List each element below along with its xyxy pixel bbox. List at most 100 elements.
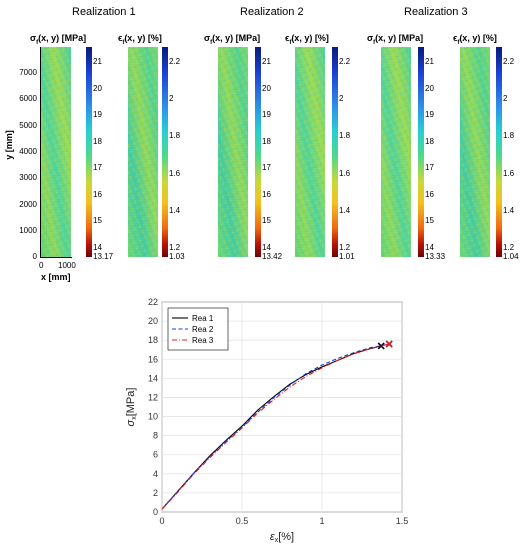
tick-layer: 0 0.5 1 1.5 0 2 4 6 8 10 12 14 16 18 20 22 [148,297,408,526]
r2-stress-colorbar-tick: 16 [262,189,271,199]
r2-stress-colorbar-tick: 14 [262,243,271,252]
r2-strain-colorbar-tick: 2 [339,94,344,104]
r2-stress-colorbar-tick: 19 [262,110,271,120]
r1-stress-colorbar-tick: 15 [93,216,102,226]
r3-strain-symbol: ϵ [453,33,458,43]
field-y-tick: 7000 [19,68,37,77]
r2-stress-colorbar-tick: 17 [262,163,271,173]
field-y-tick: 5000 [19,120,37,130]
r3-stress-field [381,47,411,257]
r1-strain-sub: f [122,39,125,46]
r2-stress-symbol: σ [204,33,211,43]
r3-stress-colorbar-tick: 16 [425,189,434,199]
r1-stress-colorbar-tick: 20 [93,83,102,93]
legend-label-1: Rea 1 [192,314,214,323]
r2-stress-rest: (x, y) [MPa] [212,33,261,43]
field-y-axis-label: y [mm] [3,130,14,160]
r1-strain-colorbar-tick: 1.2 [169,243,181,252]
field-y-tick: 3000 [19,173,37,183]
r1-stress-sub: f [36,39,39,46]
field-x-axis-line [40,257,72,258]
r2-strain-colorbar-tick: 1.2 [339,243,351,252]
r3-strain-colorbar-tick: 1.8 [503,131,515,141]
r3-strain-colorbar-tick: 1.2 [503,243,515,252]
field-x-tick-1: 1000 [58,261,76,270]
r3-stress-colorbar-tick: 21 [425,57,434,66]
r2-stress-field [218,47,248,257]
y-axis-label: σx[MPa] [125,388,138,427]
r1-strain-field [128,47,158,257]
legend-box [167,307,229,351]
r1-stress-colorbar-tick: 21 [93,57,102,66]
r2-strain-sub: f [289,39,292,46]
r2-stress-colorbar-tick: 13.42 [262,252,283,261]
r3-strain-field [460,47,490,257]
realization-1-title: Realization 1 [72,6,136,18]
r3-strain-sub: f [457,39,460,46]
r1-stress-colorbar-tick: 16 [93,189,102,199]
r2-stress-colorbar [255,47,261,257]
r1-strain-rest: (x, y) [%] [124,33,162,43]
y-tick-label: 6 [153,450,158,460]
r3-strain-title: ϵf(x, y) [%] [453,33,497,46]
r3-strain-colorbar-tick: 2 [503,94,508,104]
r1-strain-colorbar-tick: 2 [169,94,174,104]
series-end-marker-3 [385,340,393,348]
r1-stress-field [41,47,71,257]
r2-strain-colorbar-tick: 1.4 [339,205,351,215]
r2-stress-colorbar-tick: 18 [262,136,271,146]
r2-strain-colorbar [332,47,338,257]
r3-strain-colorbar [496,47,502,257]
r1-strain-colorbar-tick: 1.6 [169,168,181,178]
r3-stress-colorbar-tick: 19 [425,110,434,120]
r2-strain-colorbar-tick: 1.01 [339,252,355,261]
r2-strain-symbol: ϵ [285,33,290,43]
r3-strain-colorbar-tick: 1.04 [503,252,519,261]
r1-stress-title: σf(x, y) [MPa] [30,33,86,46]
field-y-tick: 2000 [19,199,37,209]
r1-strain-title: ϵf(x, y) [%] [118,33,162,46]
x-tick-label: 0 [159,516,164,526]
x-tick-label: 1.5 [396,516,409,526]
r2-stress-colorbar-tick: 20 [262,83,271,93]
r3-stress-sub: f [373,39,376,46]
y-tick-label: 8 [153,431,158,441]
r1-strain-colorbar-tick: 2.2 [169,57,181,66]
y-tick-label: 0 [153,507,158,517]
r2-stress-colorbar-tick: 21 [262,57,271,66]
r1-strain-colorbar [162,47,168,257]
r3-stress-symbol: σ [367,33,374,43]
r1-stress-colorbar-tick: 19 [93,110,102,120]
r3-strain-colorbar-tick: 1.4 [503,205,515,215]
legend-label-3: Rea 3 [192,336,214,345]
field-y-tick: 4000 [19,146,37,156]
r3-strain-colorbar-tick: 1.6 [503,168,515,178]
r2-stress-colorbar-tick: 15 [262,216,271,226]
r2-stress-title: σf(x, y) [MPa] [204,33,260,46]
field-y-tick: 1000 [19,225,37,235]
r1-stress-symbol: σ [30,33,37,43]
y-tick-label: 18 [148,335,158,345]
x-axis-label: εx[%] [270,531,294,544]
r3-stress-title: σf(x, y) [MPa] [367,33,423,46]
y-tick-label: 4 [153,469,158,479]
r2-strain-colorbar-tick: 1.6 [339,168,351,178]
r1-strain-colorbar-tick: 1.4 [169,205,181,215]
r1-stress-colorbar-tick: 17 [93,163,102,173]
field-y-tick: 6000 [19,94,37,104]
realization-3-title: Realization 3 [404,6,468,18]
field-y-axis-line [40,47,41,258]
r2-stress-sub: f [210,39,213,46]
series-line-3 [161,343,390,510]
x-tick-label: 0.5 [236,516,249,526]
field-x-axis-label: x [mm] [41,272,71,282]
field-y-tick: 0 [32,252,37,262]
r1-stress-colorbar-tick: 18 [93,136,102,146]
field-x-tick-0: 0 [39,261,44,270]
r3-stress-colorbar-tick: 20 [425,83,434,93]
r1-strain-colorbar-tick: 1.03 [169,252,185,261]
r3-stress-colorbar-tick: 15 [425,216,434,226]
x-tick-label: 1 [319,516,324,526]
r2-strain-field [295,47,325,257]
